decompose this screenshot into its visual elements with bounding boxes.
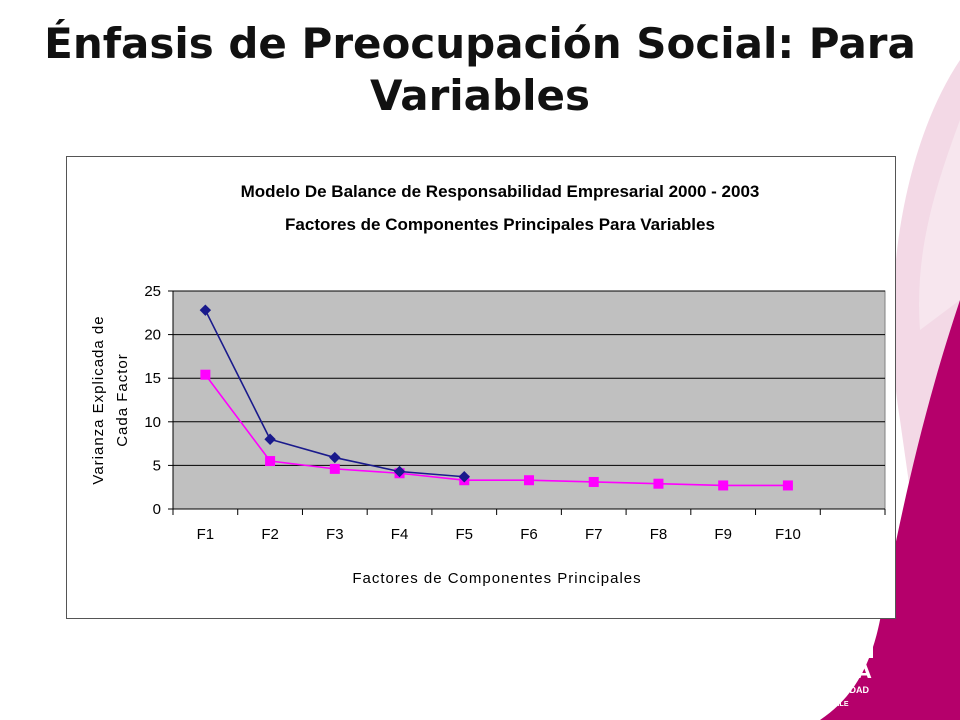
line-chart: Modelo De Balance de Responsabilidad Emp… bbox=[90, 182, 886, 587]
x-tick-label: F5 bbox=[456, 526, 474, 543]
series-1-point bbox=[264, 433, 276, 445]
university-logo: TALCA UNIVERSIDAD CHILE bbox=[803, 622, 873, 708]
x-tick-label: F2 bbox=[261, 526, 279, 543]
y-tick-label: 10 bbox=[144, 414, 161, 431]
x-tick-label: F6 bbox=[520, 526, 538, 543]
y-tick-label: 15 bbox=[144, 370, 161, 387]
y-tick-label: 25 bbox=[144, 283, 161, 300]
series-2-point bbox=[329, 463, 340, 474]
chart-container: Modelo De Balance de Responsabilidad Emp… bbox=[66, 156, 896, 619]
y-axis-title-line-2: Cada Factor bbox=[114, 353, 131, 447]
x-tick-label: F9 bbox=[714, 526, 732, 543]
plot-background bbox=[172, 290, 886, 510]
x-axis-title: Factores de Componentes Principales bbox=[352, 570, 641, 587]
x-tick-label: F10 bbox=[775, 526, 801, 543]
series-1-point bbox=[329, 451, 341, 464]
series-1-point bbox=[199, 304, 212, 316]
slide-title: Énfasis de Preocupación Social: Para Var… bbox=[44, 19, 916, 120]
series-1-point bbox=[458, 471, 470, 483]
series-2-point bbox=[200, 369, 211, 380]
chart-title-line-2: Factores de Componentes Principales Para… bbox=[285, 215, 715, 234]
series-2-point bbox=[718, 480, 729, 491]
x-tick-label: F1 bbox=[197, 526, 215, 543]
y-tick-label: 5 bbox=[153, 457, 161, 474]
series-2-point bbox=[653, 478, 664, 489]
x-tick-label: F7 bbox=[585, 526, 603, 543]
y-tick-label: 0 bbox=[153, 501, 161, 518]
series-2-point bbox=[265, 456, 276, 467]
y-axis-title-line-1: Varianza Explicada de bbox=[90, 315, 107, 484]
x-tick-label: F3 bbox=[326, 526, 344, 543]
series-2-point bbox=[588, 476, 599, 487]
y-axis-title: Varianza Explicada de Cada Factor bbox=[90, 315, 131, 484]
series-1-point bbox=[393, 465, 406, 478]
svg-text:UNIVERSIDAD: UNIVERSIDAD bbox=[807, 685, 870, 695]
chart-title-line-1: Modelo De Balance de Responsabilidad Emp… bbox=[241, 182, 760, 201]
svg-text:CHILE: CHILE bbox=[828, 701, 849, 708]
series-2-line bbox=[204, 374, 788, 487]
y-tick-label: 20 bbox=[144, 327, 161, 344]
x-tick-label: F4 bbox=[391, 526, 409, 543]
svg-text:TALCA: TALCA bbox=[805, 661, 872, 683]
series-2-point bbox=[524, 475, 534, 486]
x-tick-label: F8 bbox=[650, 526, 668, 543]
plot-area: 0 5 10 15 20 25 F1 F2 F3 F4 F5 F6 F7 F8 F9 F10 bbox=[144, 283, 886, 543]
series-2-point bbox=[782, 480, 793, 491]
